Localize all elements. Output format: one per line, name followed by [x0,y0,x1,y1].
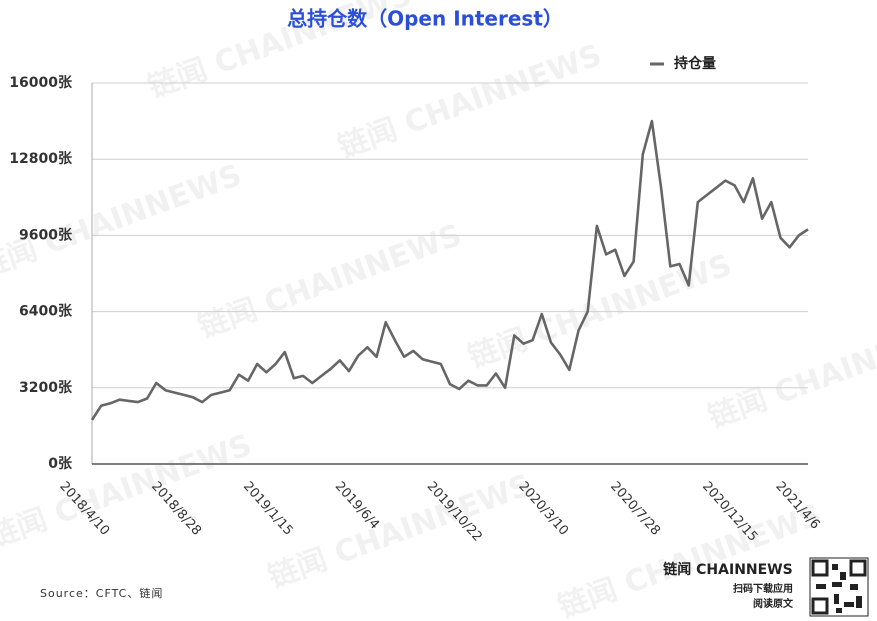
y-tick-label: 0张 [48,456,73,472]
watermark: 链闻 CHAINNEWS [0,158,246,286]
y-tick-label: 9600张 [19,227,73,243]
watermark: 链闻 CHAINNEWS [264,468,537,596]
chart-title: 总持仓数（Open Interest） [287,7,563,31]
x-tick-label: 2019/1/15 [240,479,296,539]
x-tick-label: 2020/3/10 [515,479,571,539]
x-tick-label: 2019/6/4 [332,479,382,532]
x-tick-label: 2020/7/28 [607,479,663,539]
y-tick-label: 3200张 [19,380,73,396]
y-tick-label: 6400张 [19,304,73,320]
watermark: 链闻 CHAINNEWS [334,38,607,166]
source: Source：CFTC、链闻 [40,586,163,600]
watermark: 链闻 CHAINNEWS [194,218,467,346]
y-tick-label: 12800张 [9,151,73,167]
brand-name: 链闻 CHAINNEWS [663,561,792,578]
legend-label: 持仓量 [674,55,716,72]
brand-line: 阅读原文 [753,597,794,610]
qr-code [809,557,869,617]
watermark: 链闻 CHAINNEWS [704,308,877,436]
brand-line: 扫码下载应用 [733,582,793,595]
watermark: 链闻 CHAINNEWS [0,428,256,556]
y-tick-label: 16000张 [9,75,73,91]
series-line [90,119,809,421]
